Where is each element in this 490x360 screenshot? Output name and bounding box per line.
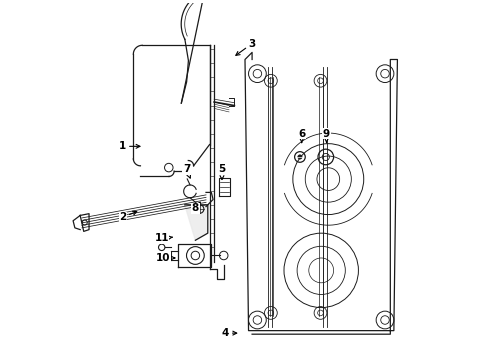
Text: 4: 4 — [222, 328, 237, 338]
Circle shape — [298, 155, 302, 159]
Text: 7: 7 — [183, 165, 191, 178]
Polygon shape — [185, 205, 208, 240]
Text: 6: 6 — [298, 129, 305, 143]
Text: 3: 3 — [236, 39, 256, 55]
Text: 2: 2 — [119, 211, 137, 222]
Text: 8: 8 — [192, 202, 200, 213]
Text: 11: 11 — [154, 234, 172, 243]
Text: 10: 10 — [156, 253, 175, 263]
Text: 9: 9 — [323, 129, 330, 143]
Text: 5: 5 — [219, 165, 225, 180]
Text: 1: 1 — [119, 141, 140, 151]
